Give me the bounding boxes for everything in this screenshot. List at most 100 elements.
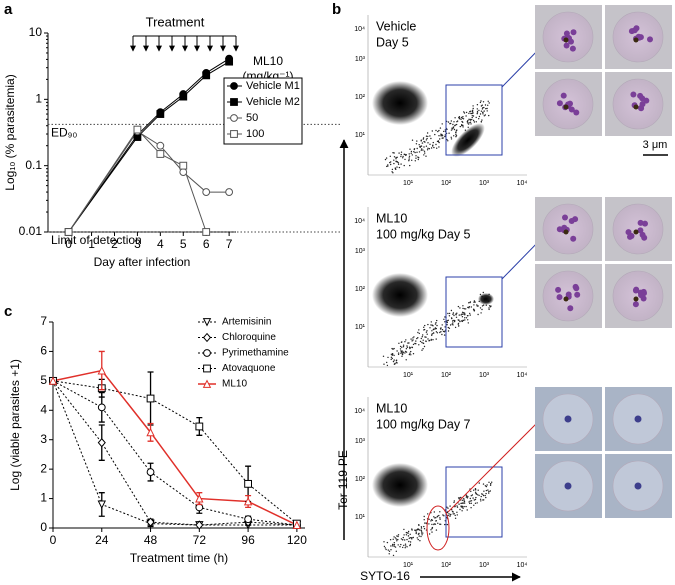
gate-arrow <box>447 416 544 513</box>
cell-dot <box>436 516 438 518</box>
cell-dot <box>488 492 490 494</box>
y-tick-label: 0.1 <box>25 158 42 172</box>
cell-dot <box>407 532 409 534</box>
cell-dot <box>461 505 463 507</box>
parasite <box>634 482 642 490</box>
cell-dot <box>430 519 433 521</box>
cell-dot <box>423 528 426 530</box>
cell-dot <box>455 131 457 133</box>
cell-dot <box>473 301 475 303</box>
cell-dot <box>423 525 425 528</box>
cell-dot <box>421 148 423 150</box>
cell-dot <box>422 532 424 534</box>
cell-dot <box>409 537 411 539</box>
cell-dot <box>388 550 391 552</box>
cell-dot <box>457 497 460 499</box>
cell-dot <box>426 137 428 140</box>
cell-dot <box>441 329 444 331</box>
cell-dot <box>410 537 413 539</box>
cell-dot <box>488 308 490 311</box>
plot-label: 100 mg/kg Day 5 <box>376 227 471 241</box>
cell-dot <box>392 152 394 154</box>
cell-dot <box>453 121 455 123</box>
cell-dot <box>387 165 389 167</box>
series-line <box>68 128 207 233</box>
flow-tick-label: 10² <box>441 562 452 569</box>
cell-dot <box>419 529 421 531</box>
cell-dot <box>473 308 475 310</box>
legend-marker <box>203 349 211 357</box>
cell-dot <box>452 322 454 324</box>
cell-dot <box>459 320 461 323</box>
cell-dot <box>403 153 405 155</box>
cell-dot <box>397 538 399 541</box>
cell-dot <box>471 111 474 113</box>
cell-dot <box>393 347 395 350</box>
data-point <box>179 161 188 170</box>
cell-dot <box>465 505 467 508</box>
cell-dot <box>426 333 428 335</box>
cell-dot <box>387 549 389 551</box>
reference-label: ED₉₀ <box>51 125 77 139</box>
legend-marker <box>202 332 212 343</box>
cell-dot <box>450 120 452 122</box>
cell-dot <box>464 312 466 314</box>
x-axis-label: Day after infection <box>94 255 191 269</box>
cell-dot <box>395 359 398 361</box>
flow-tick-label: 10⁴ <box>354 408 365 415</box>
scale-bar-label: 3 μm <box>643 139 668 151</box>
cell-dot <box>459 497 461 499</box>
x-tick-label: 96 <box>241 533 255 547</box>
cell-dot <box>443 318 445 320</box>
y-tick-label: 3 <box>40 432 47 446</box>
cell-dot <box>482 112 484 114</box>
cell-dot <box>452 324 454 326</box>
cell-dot <box>389 539 392 541</box>
cell-dot <box>427 338 429 340</box>
cell-dot <box>432 325 434 327</box>
cell-dot <box>433 511 435 513</box>
hemozoin <box>563 229 569 235</box>
cell-dot <box>392 538 394 540</box>
hemozoin <box>633 104 639 110</box>
cell-dot <box>463 500 466 503</box>
cell-dot <box>422 149 424 151</box>
cell-dot <box>468 112 470 115</box>
cell-dot <box>418 332 420 335</box>
parasite <box>560 92 567 99</box>
cell-dot <box>397 534 400 536</box>
cell-dot <box>472 105 474 107</box>
cell-dot <box>469 314 471 316</box>
gate <box>445 466 503 538</box>
cell-dot <box>392 545 394 547</box>
plot-label: Vehicle <box>376 19 416 33</box>
cell-dot <box>440 331 442 333</box>
cell-dot <box>439 518 441 520</box>
cell-dot <box>420 535 422 538</box>
cell-dot <box>428 518 430 520</box>
x-tick-label: 2 <box>111 237 118 251</box>
cell-dot <box>460 314 462 316</box>
cell-dot <box>461 117 463 120</box>
cell-dot <box>393 542 395 544</box>
cell-cluster <box>372 81 428 125</box>
cell-dot <box>469 111 471 113</box>
cell-dot <box>463 111 465 113</box>
cell-dot <box>393 156 396 158</box>
cell-dot <box>465 111 468 114</box>
cell-dot <box>400 350 403 353</box>
cell-dot <box>488 102 490 104</box>
cell-dot <box>430 147 433 149</box>
data-point <box>156 150 165 158</box>
cell-dot <box>423 329 425 331</box>
cell-dot <box>488 305 491 307</box>
cell-dot <box>482 483 485 485</box>
cell-dot <box>425 522 427 524</box>
cell-dot <box>478 118 480 120</box>
cell-dot <box>450 513 452 516</box>
cell-dot <box>412 337 414 339</box>
y-tick-label: 0.01 <box>19 224 43 238</box>
cell-dot <box>464 317 466 319</box>
cell-dot <box>480 100 482 102</box>
cell-dot <box>411 346 414 349</box>
